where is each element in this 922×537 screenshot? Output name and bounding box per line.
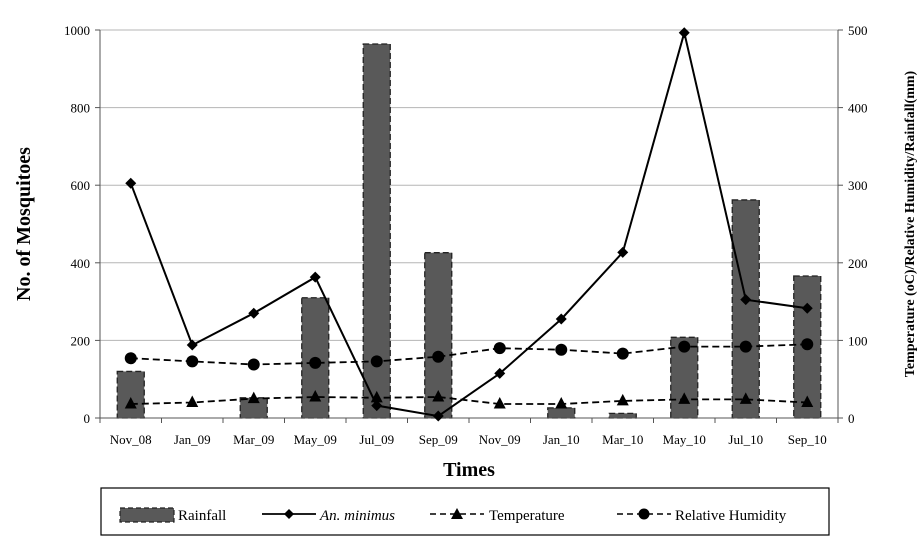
- temperature-point: [124, 397, 137, 409]
- x-tick-label: Nov_09: [479, 432, 521, 447]
- an-minimus-point: [125, 177, 137, 189]
- temperature-point: [309, 390, 322, 402]
- an-minimus-point: [740, 294, 752, 306]
- relative-humidity-point: [801, 338, 814, 351]
- an-minimus-point: [494, 367, 506, 379]
- x-tick-label: Mar_10: [602, 432, 643, 447]
- an-minimus-line: [129, 32, 808, 418]
- temperature-point: [186, 395, 199, 407]
- an-minimus-point: [801, 302, 813, 314]
- rainfall-bar: [116, 370, 145, 419]
- legend-an-minimus-marker: [284, 509, 294, 519]
- x-tick-label: Sep_10: [788, 432, 827, 447]
- relative-humidity-line: [130, 343, 808, 366]
- x-tick-label: Jan_09: [174, 432, 211, 447]
- temperature-point: [616, 393, 629, 406]
- x-tick-label: May_10: [663, 432, 706, 447]
- an-minimus-point: [186, 339, 198, 351]
- y-left-tick-label: 600: [71, 178, 91, 193]
- legend-rainfall-label: Rainfall: [178, 508, 226, 524]
- an-minimus-point: [248, 307, 260, 319]
- relative-humidity-point: [616, 347, 629, 360]
- relative-humidity-point: [186, 355, 199, 368]
- gridlines: [100, 29, 838, 341]
- temperature-point: [739, 392, 752, 404]
- line-series: [124, 27, 814, 422]
- relative-humidity-point: [247, 358, 260, 371]
- an-minimus-point: [678, 27, 690, 39]
- temperature-point: [801, 395, 814, 407]
- an-minimus-point: [432, 410, 444, 422]
- an-minimus-point: [371, 400, 383, 412]
- relative-humidity-point: [555, 343, 568, 356]
- x-tick-label: Sep_09: [419, 432, 458, 447]
- relative-humidity-point: [309, 356, 322, 369]
- legend-temperature-marker: [451, 508, 463, 519]
- y-left-tick-label: 400: [71, 256, 91, 271]
- rainfall-bar: [608, 412, 637, 419]
- y-right-tick-label: 500: [848, 23, 868, 38]
- y-axis-left-title: No. of Mosquitoes: [13, 147, 35, 301]
- an-minimus-point: [309, 271, 321, 283]
- y-right-tick-label: 0: [848, 411, 855, 426]
- y-left-tick-label: 0: [84, 411, 91, 426]
- an-minimus-point: [555, 313, 567, 325]
- x-tick-label: Jul_09: [359, 432, 394, 447]
- tick-labels: 0 200 400 600 800 1000 0 100 200 300 400 500 Nov_08 J…: [64, 23, 868, 447]
- y-left-tick-label: 800: [71, 101, 91, 116]
- relative-humidity-point: [493, 342, 506, 355]
- legend: Rainfall An. minimus Temperature Relativ…: [100, 487, 830, 536]
- legend-relative-humidity-marker: [638, 508, 650, 520]
- y-right-tick-label: 200: [848, 256, 868, 271]
- an-minimus-point: [617, 246, 629, 258]
- legend-box: [100, 487, 830, 536]
- legend-temperature-label: Temperature: [489, 508, 565, 524]
- temperature-point: [432, 390, 445, 402]
- relative-humidity-point: [432, 350, 445, 363]
- x-tick-label: Jan_10: [543, 432, 580, 447]
- x-tick-label: Mar_09: [233, 432, 274, 447]
- y-left-tick-label: 200: [71, 333, 91, 348]
- rainfall-bar: [731, 199, 760, 419]
- x-tick-label: Jul_10: [728, 432, 763, 447]
- temperature-line: [130, 396, 808, 405]
- y-right-tick-label: 100: [848, 333, 868, 348]
- relative-humidity-point: [739, 340, 752, 353]
- relative-humidity-point: [124, 352, 137, 365]
- y-right-tick-label: 400: [848, 101, 868, 116]
- temperature-point: [247, 391, 260, 404]
- legend-relative-humidity-label: Relative Humidity: [675, 508, 787, 524]
- legend-an-minimus-label: An. minimus: [319, 508, 395, 524]
- y-right-tick-label: 300: [848, 178, 868, 193]
- x-tick-label: Nov_08: [110, 432, 152, 447]
- temperature-point: [555, 397, 568, 409]
- relative-humidity-point: [678, 340, 691, 353]
- temperature-point: [370, 390, 383, 403]
- y-left-tick-label: 1000: [64, 23, 90, 38]
- rainfall-bar: [547, 407, 576, 419]
- y-axis-right-title: Temperature (oC)/Relative Humidity/Rainf…: [903, 70, 918, 377]
- legend-rainfall-swatch: [119, 507, 175, 523]
- rainfall-bars: [116, 43, 822, 419]
- relative-humidity-point: [370, 355, 383, 368]
- x-tick-label: May_09: [294, 432, 337, 447]
- temperature-point: [493, 397, 506, 409]
- x-axis-title: Times: [443, 459, 495, 481]
- temperature-point: [678, 392, 691, 404]
